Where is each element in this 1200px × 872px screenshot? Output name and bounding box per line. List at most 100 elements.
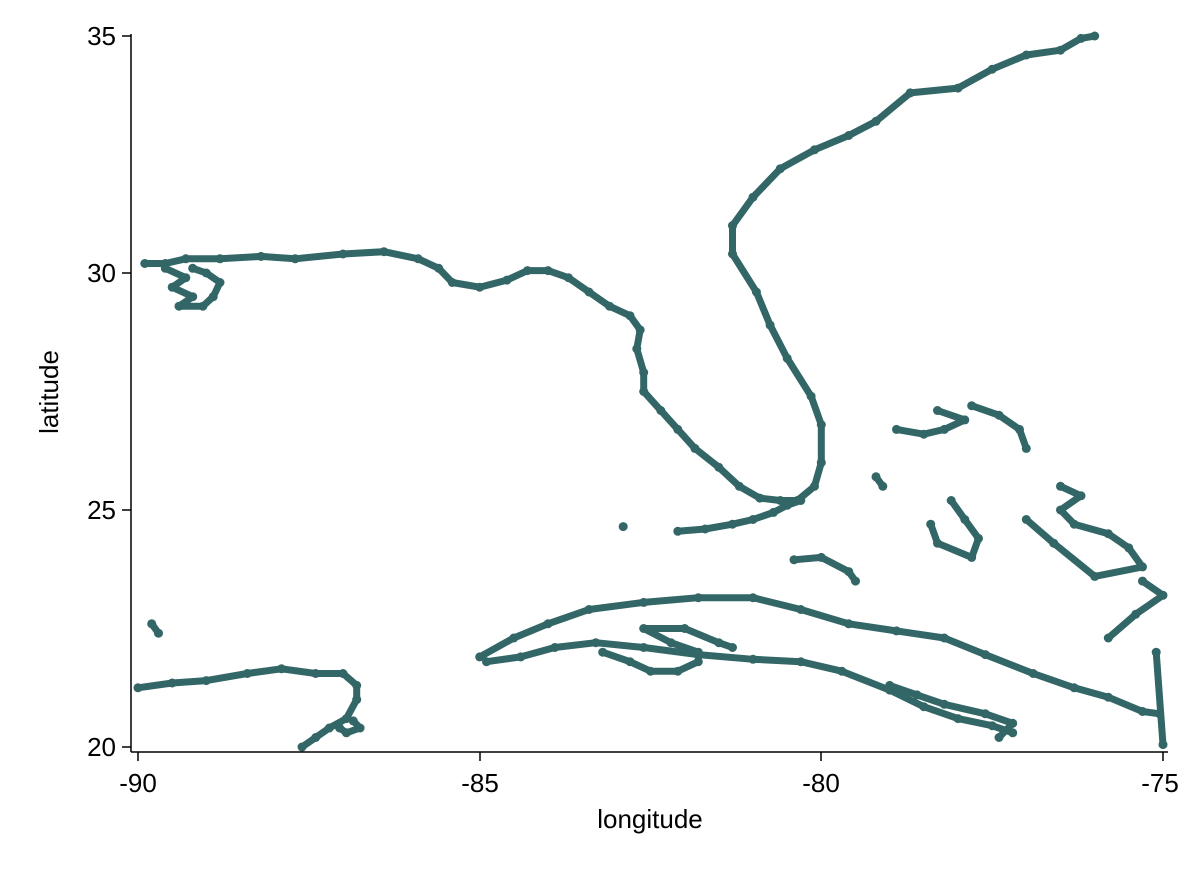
coast-point	[1138, 562, 1147, 572]
coastline-segment	[967, 401, 1031, 453]
coast-point	[1056, 481, 1065, 491]
coast-point	[810, 145, 819, 155]
x-axis-title: longitude	[597, 804, 703, 834]
coast-point	[348, 716, 358, 726]
coast-point	[618, 522, 628, 532]
coast-point	[1076, 491, 1086, 501]
coast-point	[987, 64, 997, 74]
coast-point	[994, 733, 1004, 742]
coast-point	[201, 676, 211, 686]
coast-point	[1158, 740, 1168, 750]
coast-point	[728, 519, 737, 529]
coastline-trace	[483, 639, 1017, 737]
coastline-segment	[475, 593, 1165, 719]
coastline-segment	[160, 263, 225, 311]
plot-area	[133, 31, 1168, 752]
coast-point	[341, 728, 351, 738]
coast-point	[1021, 50, 1031, 60]
coast-point	[1056, 505, 1065, 515]
y-tick-label: 20	[87, 732, 116, 762]
coast-point	[482, 657, 491, 667]
coast-point	[174, 301, 184, 311]
coast-point	[1069, 683, 1079, 693]
coast-point	[584, 287, 594, 297]
coast-point	[1131, 609, 1141, 619]
y-axis-title: latitude	[34, 350, 64, 434]
coast-point	[242, 669, 252, 678]
coast-point	[789, 555, 799, 565]
coast-point	[639, 387, 649, 396]
coast-point	[775, 164, 785, 174]
coast-point	[748, 654, 758, 664]
coast-point	[960, 515, 970, 524]
coast-point	[324, 723, 334, 733]
coast-point	[796, 605, 806, 614]
coast-point	[748, 515, 758, 524]
coast-point	[796, 657, 806, 667]
coast-point	[1015, 424, 1024, 434]
coast-point	[775, 496, 785, 505]
coast-point	[700, 524, 710, 534]
coast-point	[714, 638, 724, 648]
coast-point	[1008, 718, 1018, 728]
coast-point	[1138, 576, 1147, 586]
coast-point	[994, 410, 1004, 420]
coast-point	[198, 301, 208, 311]
coast-point	[201, 268, 211, 278]
coast-point	[806, 391, 816, 401]
coast-point	[953, 714, 963, 724]
coast-point	[1138, 707, 1147, 716]
coast-point	[796, 496, 806, 505]
data-layer	[133, 31, 1168, 752]
coast-point	[980, 650, 990, 660]
coastline-trace	[790, 553, 859, 585]
coast-point	[550, 643, 560, 652]
coast-point	[673, 666, 683, 676]
coast-point	[987, 721, 997, 731]
coast-point	[939, 633, 949, 643]
coast-point	[980, 709, 990, 719]
coast-point	[844, 619, 854, 629]
coastline-segment	[1103, 576, 1168, 643]
coast-point	[475, 652, 485, 662]
coastline-segment	[140, 31, 1100, 505]
coast-point	[338, 669, 348, 678]
x-tick-label: -80	[802, 768, 840, 798]
y-tick-label: 30	[87, 258, 116, 288]
coastline-segment	[598, 624, 737, 676]
coast-point	[352, 680, 362, 690]
coast-point	[140, 259, 150, 268]
coast-point	[1076, 33, 1086, 43]
coast-point	[1049, 538, 1059, 548]
coast-point	[338, 249, 348, 259]
coast-point	[967, 552, 977, 562]
coast-point	[1124, 543, 1134, 553]
coast-point	[475, 282, 485, 292]
coast-point	[447, 278, 457, 287]
coast-point	[215, 254, 225, 264]
coast-point	[277, 664, 286, 674]
coast-point	[543, 619, 553, 629]
coastline-trace	[476, 594, 1164, 718]
coast-point	[335, 723, 345, 733]
coast-point	[939, 424, 949, 434]
coast-point	[933, 406, 942, 415]
coast-point	[782, 500, 792, 510]
coast-point	[290, 254, 300, 264]
coast-point	[748, 593, 758, 603]
coast-point	[133, 683, 143, 693]
coast-point	[673, 526, 683, 536]
coast-point	[673, 424, 683, 434]
coast-point	[355, 723, 365, 733]
coast-point	[635, 325, 645, 335]
coast-point	[946, 496, 956, 505]
coast-point	[256, 251, 266, 261]
coast-point	[816, 552, 826, 562]
coast-point	[639, 597, 649, 607]
coastline-trace	[1022, 482, 1146, 580]
x-tick-label: -90	[119, 768, 157, 798]
coast-point	[912, 690, 922, 700]
coastline-segment	[133, 664, 362, 752]
coastline-segment	[1151, 647, 1168, 750]
coast-point	[160, 263, 170, 273]
